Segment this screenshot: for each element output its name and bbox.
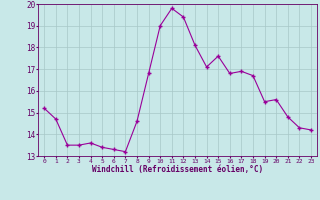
X-axis label: Windchill (Refroidissement éolien,°C): Windchill (Refroidissement éolien,°C) (92, 165, 263, 174)
